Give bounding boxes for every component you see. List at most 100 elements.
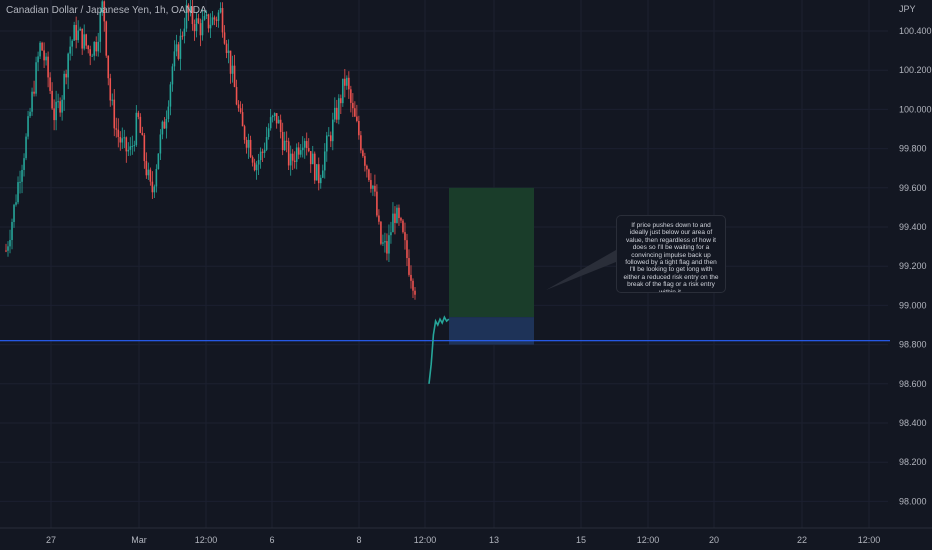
candle: [179, 35, 182, 59]
candle: [382, 242, 384, 244]
candle: [267, 128, 270, 138]
y-tick-label: 99.600: [899, 183, 927, 193]
candle: [384, 241, 386, 243]
candle: [325, 135, 328, 152]
candle: [281, 131, 284, 151]
candle: [149, 169, 152, 182]
candle: [121, 138, 124, 143]
candle: [235, 86, 238, 105]
candle: [55, 101, 57, 121]
candle: [203, 16, 206, 20]
candle: [133, 145, 136, 147]
candle: [19, 181, 21, 183]
x-tick-label: 8: [356, 535, 361, 545]
trade-plan-note[interactable]: If price pushes down to and ideally just…: [616, 215, 726, 293]
candle: [390, 232, 392, 236]
candle: [277, 119, 280, 124]
candle: [7, 246, 9, 251]
candle: [209, 24, 212, 29]
candle: [21, 169, 23, 182]
candle: [61, 99, 63, 113]
candle: [331, 119, 334, 142]
y-tick-label: 98.400: [899, 418, 927, 428]
candle: [366, 165, 368, 170]
candle: [309, 151, 312, 165]
candle: [287, 141, 290, 166]
candle: [313, 153, 316, 181]
candle: [123, 137, 126, 139]
candle: [251, 157, 254, 163]
y-tick-label: 99.000: [899, 300, 927, 310]
price-axis-unit: JPY: [899, 4, 916, 14]
candle: [199, 23, 202, 36]
candle: [392, 213, 394, 233]
candle: [291, 153, 294, 161]
candle: [305, 141, 308, 149]
candle: [217, 12, 220, 21]
y-tick-label: 99.200: [899, 261, 927, 271]
candle: [37, 56, 39, 63]
candle: [17, 182, 19, 203]
y-tick-label: 98.000: [899, 496, 927, 506]
candle: [348, 77, 350, 90]
candle: [183, 28, 186, 37]
candle: [13, 204, 15, 223]
candle: [253, 162, 256, 171]
stop-loss-zone[interactable]: [449, 317, 534, 345]
candle: [307, 148, 310, 152]
candle: [323, 151, 326, 171]
x-tick-label: 15: [576, 535, 586, 545]
candle: [97, 41, 100, 52]
candle: [125, 137, 128, 152]
candle: [151, 181, 154, 193]
candle: [45, 56, 47, 61]
candle: [243, 126, 246, 140]
candle: [301, 147, 304, 151]
candle: [131, 146, 134, 148]
candle: [241, 112, 244, 127]
candle: [285, 140, 288, 142]
candle: [273, 113, 276, 117]
candle: [412, 280, 414, 291]
candle: [257, 160, 260, 165]
candle: [283, 140, 286, 151]
candle: [297, 147, 300, 155]
x-tick-label: Mar: [131, 535, 147, 545]
candle: [185, 4, 188, 29]
x-tick-label: 12:00: [195, 535, 218, 545]
candle: [109, 78, 112, 101]
candle: [101, 1, 104, 13]
candle: [398, 207, 400, 219]
candle: [39, 42, 41, 57]
candle: [201, 19, 204, 36]
candle: [223, 32, 226, 44]
candle: [329, 135, 332, 142]
candle: [173, 51, 176, 67]
candle: [171, 66, 174, 85]
candle: [233, 65, 236, 87]
candle: [358, 120, 360, 136]
candle: [197, 18, 200, 24]
candle: [111, 99, 114, 101]
candle: [75, 24, 77, 41]
candle: [396, 207, 398, 223]
candle: [372, 185, 374, 189]
y-tick-label: 100.200: [899, 65, 932, 75]
candle: [143, 135, 146, 162]
candle: [43, 50, 45, 61]
candle: [279, 119, 282, 132]
candle: [5, 250, 7, 252]
candle: [271, 116, 274, 118]
y-tick-label: 98.200: [899, 457, 927, 467]
candle: [187, 4, 190, 13]
candle: [83, 34, 85, 49]
y-tick-label: 99.800: [899, 144, 927, 154]
candle: [67, 53, 69, 78]
candle: [189, 6, 192, 13]
target-zone[interactable]: [449, 187, 534, 318]
candle: [394, 213, 396, 223]
x-tick-label: 22: [797, 535, 807, 545]
candle: [79, 28, 81, 31]
candle: [213, 17, 216, 20]
